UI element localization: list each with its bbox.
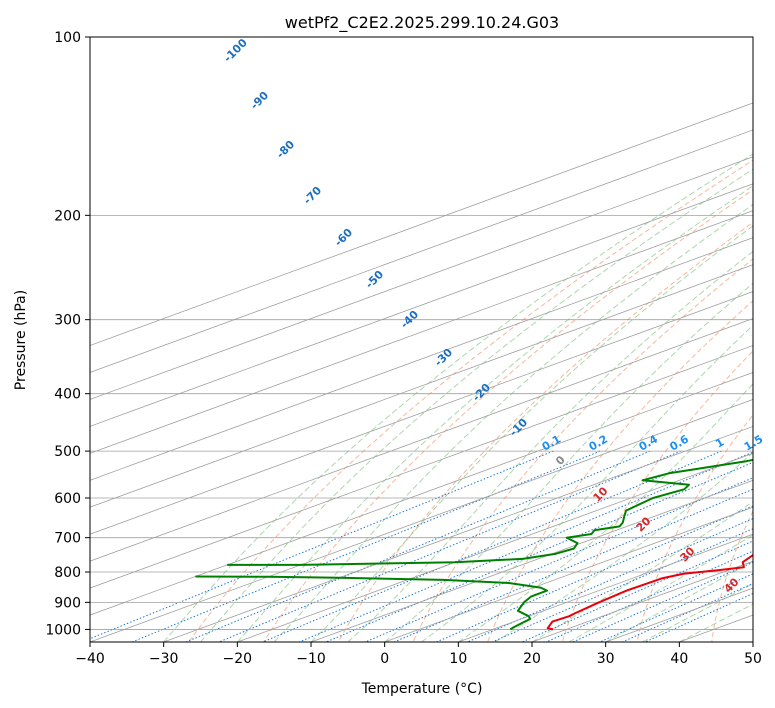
isotherm: [90, 237, 753, 481]
moist-adiabat: [531, 500, 753, 642]
x-tick-label: 0: [380, 651, 389, 667]
mixing-ratio-line: [325, 461, 753, 642]
y-tick-label: 100: [54, 30, 81, 46]
x-tick-label: −40: [75, 651, 105, 667]
moist-adiabat: [236, 185, 753, 642]
dry-adiabat: [561, 350, 753, 642]
y-tick-label: 900: [54, 595, 81, 611]
y-tick-label: 1000: [45, 622, 81, 638]
isotherm: [90, 398, 753, 642]
moist-adiabat: [273, 203, 753, 642]
y-axis-label: Pressure (hPa): [13, 290, 29, 390]
plot-frame: [89, 36, 754, 643]
moist-adiabat: [494, 451, 753, 642]
dewpoint-line: [195, 575, 549, 631]
isotherm: [90, 372, 753, 616]
y-tick-label: 700: [54, 531, 81, 547]
isotherm: [163, 425, 753, 642]
isotherm: [90, 129, 753, 373]
moist-adiabat: [642, 583, 753, 642]
dewpoint-line: [227, 458, 753, 566]
x-tick-label: 30: [597, 651, 615, 667]
moist-adiabat: [421, 324, 753, 642]
x-tick-label: −10: [296, 651, 326, 667]
isotherm: [752, 641, 753, 642]
isotherm: [237, 452, 753, 642]
moist-adiabat: [163, 153, 753, 642]
chart-title: wetPf2_C2E2.2025.299.10.24.G03: [285, 13, 559, 33]
isotherm: [458, 533, 753, 642]
isotherm: [90, 264, 753, 508]
y-tick-label: 400: [54, 387, 81, 403]
dry-adiabat: [487, 300, 753, 642]
isotherm: [90, 102, 753, 346]
isotherm: [384, 506, 753, 642]
x-tick-label: 50: [744, 651, 762, 667]
y-tick-label: 200: [54, 208, 81, 224]
y-tick-label: 800: [54, 565, 81, 581]
y-tick-label: 300: [54, 313, 81, 329]
isotherm: [310, 479, 753, 642]
dry-adiabat: [636, 414, 753, 642]
isotherm: [90, 156, 753, 400]
mixing-ratio-line: [644, 592, 753, 642]
grid-lines: [90, 37, 753, 642]
isotherm: [90, 291, 753, 535]
x-tick-label: −20: [223, 651, 253, 667]
mixing-ratio-line: [262, 450, 722, 642]
y-tick-label: 500: [54, 444, 81, 460]
isotherm: [90, 318, 753, 562]
axis-ticks: −40 −30 −20 −10 0 10 20 30 40 50 100 200 300 400 500 60…: [45, 30, 762, 667]
isotherm: [90, 210, 753, 454]
moist-adiabat: [347, 250, 753, 642]
isotherm: [90, 183, 753, 427]
profiles: [195, 458, 753, 631]
mixing-ratio-line: [218, 450, 682, 642]
dry-adiabat: [188, 159, 753, 642]
temperature-line: [546, 553, 753, 631]
moist-adiabat: [200, 168, 753, 642]
mixing-ratio-line: [90, 450, 554, 640]
moist-adiabat: [384, 282, 753, 642]
x-tick-label: 40: [670, 651, 688, 667]
x-tick-label: −30: [149, 651, 179, 667]
x-axis-label: Temperature (°C): [361, 681, 483, 697]
dry-adiabat: [263, 189, 753, 642]
mixing-ratio-line: [299, 451, 753, 642]
mixing-ratio-line: [572, 561, 753, 642]
x-tick-label: 20: [523, 651, 541, 667]
isotherm: [90, 345, 753, 589]
y-tick-label: 600: [54, 491, 81, 507]
mixing-ratio-line: [599, 573, 753, 642]
moist-adiabat: [458, 383, 753, 642]
plot-background: [90, 37, 753, 642]
x-tick-label: 10: [449, 651, 467, 667]
mixing-ratio-line: [546, 550, 753, 642]
